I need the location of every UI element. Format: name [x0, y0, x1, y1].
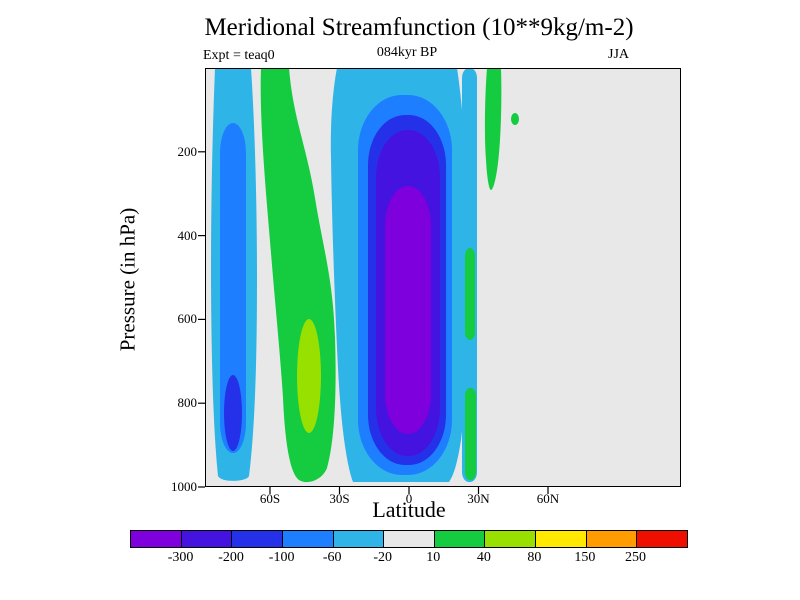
colorbar-level-label: -200 [218, 550, 244, 565]
y-axis-title: Pressure (in hPa) [115, 207, 140, 352]
colorbar-segment [332, 531, 384, 547]
colorbar-segment [636, 531, 688, 547]
colorbar [130, 530, 688, 548]
colorbar-level-label: -60 [322, 550, 342, 565]
x-axis-title: Latitude [372, 497, 446, 522]
colorbar-level-label: -100 [268, 550, 295, 565]
y-tick-label: 400 [177, 227, 198, 243]
north-tropic-green-sliver-upper [465, 248, 475, 340]
colorbar-level-label: 80 [527, 550, 542, 565]
antarctic-royal-spot [224, 375, 242, 451]
colorbar-level-label: 40 [476, 550, 491, 565]
colorbar-segment [131, 531, 181, 547]
colorbar-segment [281, 531, 333, 547]
x-tick-label: 60N [536, 491, 560, 506]
colorbar-segment [535, 531, 586, 547]
x-tick-label: 30N [467, 491, 490, 506]
colorbar-segment [231, 531, 282, 547]
plot-border [205, 68, 681, 487]
y-tick-label: 600 [177, 311, 198, 327]
colorbar-level-label: 250 [624, 550, 646, 565]
contour-regions [211, 68, 519, 483]
season-label: JJA [608, 47, 630, 62]
antarctic-blue-core [220, 123, 246, 453]
y-tick-label: 200 [177, 143, 198, 159]
colorbar-segment [484, 531, 536, 547]
x-tick-label: 60S [259, 491, 281, 506]
y-tick-label: 800 [177, 395, 198, 411]
contour-plot [198, 68, 681, 494]
north-tropic-green-sliver-lower [465, 388, 476, 480]
colorbar-level-label: -20 [373, 550, 393, 565]
north-subtropic-green-strip [484, 68, 502, 190]
colorbar-level-label: -300 [167, 550, 194, 565]
time-label: 084kyr BP [376, 45, 438, 60]
colorbar-level-label: 10 [426, 550, 441, 565]
southern-green-core [297, 319, 321, 433]
colorbar-segment [585, 531, 637, 547]
north-green-dot [511, 113, 519, 125]
colorbar-segment [433, 531, 485, 547]
colorbar-level-label: 150 [574, 550, 596, 565]
colorbar-segment [180, 531, 232, 547]
colorbar-segment [383, 531, 434, 547]
hadley-purple-core [385, 186, 431, 434]
x-tick-label: 30S [329, 491, 350, 506]
experiment-label: Expt = teaq0 [203, 48, 275, 63]
y-tick-label: 1000 [171, 479, 197, 494]
x-tick-label: 0 [405, 491, 413, 506]
chart-title: Meridional Streamfunction (10**9kg/m-2) [204, 14, 634, 41]
